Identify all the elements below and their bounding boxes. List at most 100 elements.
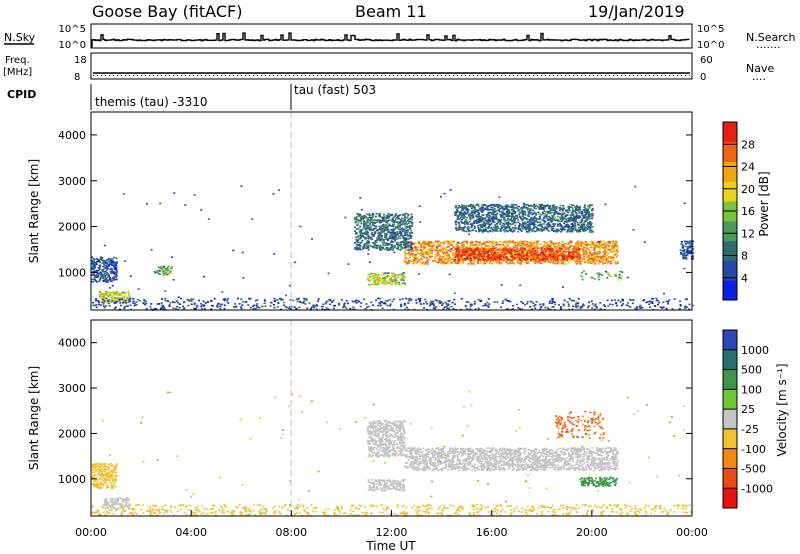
range-gate-cell	[398, 232, 401, 234]
range-gate-cell	[426, 261, 429, 263]
range-gate-cell	[356, 220, 359, 222]
range-gate-cell	[521, 219, 524, 222]
range-gate-cell	[487, 305, 490, 307]
range-gate-cell	[485, 241, 488, 243]
range-gate-cell	[580, 254, 583, 257]
range-gate-cell	[356, 246, 359, 248]
range-gate-cell	[543, 244, 546, 246]
range-gate-cell	[395, 279, 398, 282]
range-gate-cell	[95, 298, 97, 300]
range-gate-cell	[226, 298, 229, 300]
range-gate-cell	[655, 297, 658, 300]
range-gate-cell	[382, 277, 384, 280]
range-gate-cell	[581, 306, 583, 309]
range-gate-cell	[369, 226, 372, 228]
range-gate-cell	[118, 294, 121, 297]
range-gate-cell	[396, 225, 399, 228]
range-gate-cell	[123, 306, 126, 308]
range-gate-cell	[450, 258, 453, 261]
range-gate-cell	[568, 297, 571, 300]
range-gate-cell	[303, 300, 306, 303]
range-gate-cell	[263, 298, 266, 301]
range-gate-cell	[592, 255, 595, 257]
range-gate-cell	[390, 228, 393, 231]
range-gate-cell	[558, 223, 561, 225]
range-gate-cell	[370, 236, 373, 238]
range-gate-cell	[477, 307, 480, 310]
range-gate-cell	[604, 247, 607, 250]
range-gate-cell	[465, 241, 468, 244]
range-gate-cell	[567, 257, 570, 260]
range-gate-cell	[603, 243, 606, 246]
range-gate-cell	[549, 212, 552, 214]
range-gate-cell	[338, 302, 341, 305]
range-gate-cell	[105, 300, 108, 302]
range-gate-cell	[383, 302, 385, 305]
range-gate-cell	[485, 228, 487, 231]
range-gate-cell	[109, 292, 112, 295]
range-gate-cell	[601, 257, 604, 259]
range-gate-cell	[373, 280, 376, 283]
range-gate-cell	[527, 251, 529, 253]
range-gate-cell	[528, 250, 531, 253]
range-gate-cell	[495, 249, 498, 252]
range-gate-cell	[464, 254, 467, 256]
range-gate-cell	[545, 257, 548, 260]
range-gate-cell	[575, 244, 578, 247]
range-gate-cell	[237, 297, 239, 300]
range-gate-cell	[399, 298, 402, 301]
range-gate-cell	[109, 268, 112, 270]
range-gate-cell	[93, 258, 96, 261]
range-gate-cell	[448, 259, 450, 262]
range-gate-cell	[519, 252, 522, 254]
range-gate-cell	[430, 300, 433, 303]
range-gate-cell	[114, 273, 117, 276]
range-gate-cell	[371, 275, 374, 277]
range-gate-cell	[599, 273, 602, 276]
range-gate-cell	[434, 254, 437, 257]
range-gate-cell	[409, 245, 412, 248]
range-gate-cell	[506, 248, 508, 250]
range-gate-cell	[488, 224, 491, 226]
range-gate-cell	[527, 248, 530, 250]
range-gate-cell	[600, 240, 602, 242]
range-gate-cell	[106, 266, 109, 268]
range-gate-cell	[470, 244, 472, 247]
range-gate-cell	[384, 227, 386, 230]
range-gate-cell	[109, 258, 112, 260]
range-gate-cell	[406, 216, 409, 219]
range-gate-cell	[615, 302, 618, 305]
range-gate-cell	[471, 241, 474, 243]
range-gate-cell	[491, 230, 494, 233]
range-gate-cell	[301, 301, 304, 304]
range-gate-cell	[115, 298, 118, 301]
range-gate-cell	[432, 247, 435, 249]
range-gate-cell	[376, 239, 379, 241]
range-gate-cell	[409, 232, 412, 234]
range-gate-cell	[539, 253, 542, 256]
range-gate-cell	[378, 279, 381, 282]
range-gate-cell	[448, 256, 451, 259]
range-gate-cell	[521, 254, 524, 256]
range-gate-cell	[374, 244, 377, 247]
range-gate-cell	[542, 245, 545, 248]
range-gate-cell	[582, 270, 585, 272]
range-gate-cell	[108, 305, 111, 307]
range-gate-cell	[107, 299, 110, 301]
range-gate-cell	[295, 298, 298, 300]
range-gate-cell	[328, 298, 331, 301]
range-gate-cell	[462, 257, 465, 260]
range-gate-cell	[479, 225, 482, 228]
range-gate-cell	[113, 278, 116, 281]
range-gate-cell	[521, 208, 524, 210]
range-gate-cell	[501, 205, 504, 208]
range-gate-cell	[501, 254, 504, 256]
range-gate-cell	[551, 217, 554, 219]
range-gate-cell	[515, 203, 517, 206]
range-gate-cell	[160, 267, 163, 270]
range-gate-cell	[526, 203, 529, 206]
range-gate-cell	[429, 254, 431, 257]
range-gate-cell	[578, 226, 581, 229]
range-gate-cell	[94, 262, 97, 264]
range-gate-cell	[598, 244, 601, 246]
